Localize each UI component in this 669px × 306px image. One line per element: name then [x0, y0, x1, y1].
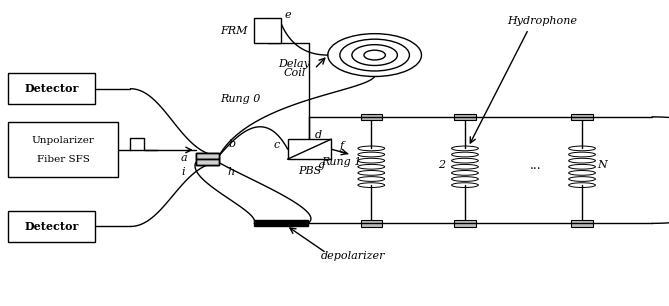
Text: h: h	[227, 167, 235, 177]
Text: Detector: Detector	[24, 83, 79, 94]
Text: b: b	[229, 139, 236, 148]
Bar	[361, 220, 382, 227]
Bar	[361, 114, 382, 120]
Bar	[195, 153, 219, 159]
Text: ...: ...	[529, 159, 541, 172]
Text: e: e	[284, 10, 291, 20]
Text: Rung 0: Rung 0	[221, 94, 261, 103]
Text: d: d	[315, 130, 322, 140]
Text: i: i	[182, 167, 185, 177]
Text: Coil: Coil	[283, 69, 306, 78]
Bar	[8, 122, 118, 177]
Bar	[571, 220, 593, 227]
Bar	[8, 73, 95, 104]
Text: depolarizer: depolarizer	[321, 251, 385, 261]
Text: g: g	[318, 160, 325, 170]
Bar	[254, 220, 308, 226]
Text: PBS: PBS	[298, 166, 321, 176]
Bar	[454, 114, 476, 120]
Bar	[195, 153, 219, 165]
Text: 2: 2	[438, 160, 445, 170]
Bar	[8, 211, 95, 242]
Bar	[454, 220, 476, 227]
Text: Detector: Detector	[24, 221, 79, 232]
Bar	[195, 159, 219, 165]
Text: Delay: Delay	[278, 59, 310, 69]
Bar	[571, 114, 593, 120]
Text: FRM: FRM	[220, 26, 248, 35]
Text: Fiber SFS: Fiber SFS	[37, 155, 90, 164]
Text: N: N	[597, 160, 607, 170]
Text: Hydrophone: Hydrophone	[507, 17, 577, 26]
Bar	[254, 18, 281, 43]
Text: Rung 1: Rung 1	[321, 157, 361, 167]
Bar	[195, 153, 219, 165]
Text: c: c	[274, 140, 280, 150]
Text: Unpolarizer: Unpolarizer	[32, 136, 94, 144]
Text: f: f	[340, 140, 344, 151]
Bar	[288, 139, 331, 159]
Text: a: a	[181, 153, 187, 162]
